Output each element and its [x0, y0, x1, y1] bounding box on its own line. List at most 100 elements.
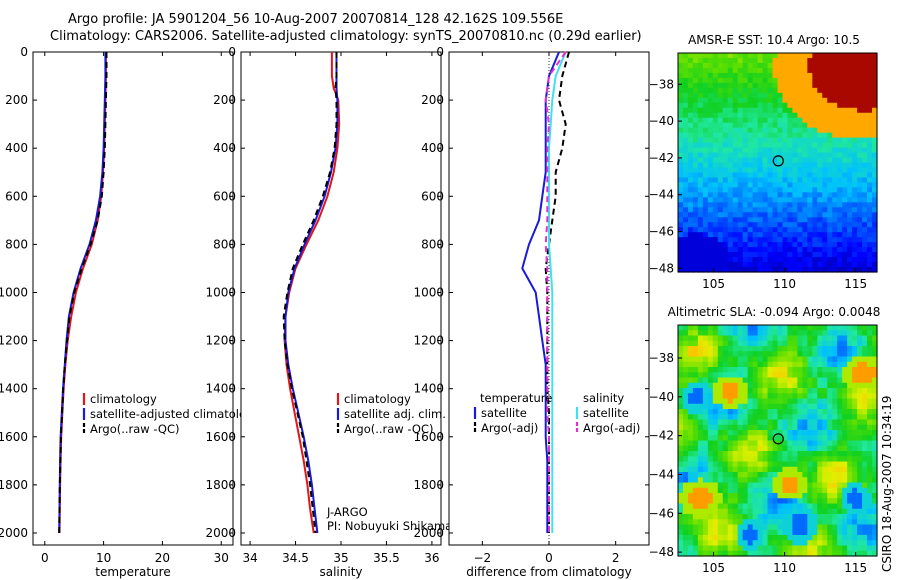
- y-tick-label: 1600: [0, 430, 28, 444]
- y-tick-label: 1000: [205, 285, 236, 299]
- legend-entry: climatology: [90, 392, 157, 406]
- map-frame: [677, 324, 878, 557]
- legend-entry: Argo(-adj): [481, 421, 538, 435]
- legend-entry: satellite: [583, 406, 629, 420]
- y-tick-label: 1800: [205, 478, 236, 492]
- y-tick-label: 200: [213, 93, 236, 107]
- y-tick-label: −40: [649, 390, 674, 404]
- series-line-blue: [521, 51, 560, 533]
- x-tick-label: −2: [473, 551, 491, 565]
- y-tick-label: 0: [436, 45, 444, 59]
- y-tick-label: 2000: [205, 526, 236, 540]
- y-tick-label: 1400: [0, 382, 28, 396]
- plot-frame: [240, 51, 442, 546]
- x-tick-label: 35: [333, 551, 348, 565]
- x-tick-label: 2: [612, 551, 620, 565]
- y-tick-label: −48: [649, 545, 674, 559]
- x-tick-label: 30: [214, 551, 229, 565]
- legend-title: salinity: [583, 391, 624, 405]
- y-tick-label: 1400: [205, 382, 236, 396]
- y-tick-label: 2000: [0, 526, 28, 540]
- y-tick-label: 1200: [413, 334, 444, 348]
- x-tick-label: 36: [424, 551, 439, 565]
- x-tick-label: 105: [702, 561, 725, 575]
- y-tick-label: 1400: [413, 382, 444, 396]
- y-tick-label: 1000: [0, 285, 28, 299]
- y-tick-label: 1800: [0, 478, 28, 492]
- map-title: AMSR-E SST: 10.4 Argo: 10.5: [688, 33, 860, 47]
- y-tick-label: −48: [649, 261, 674, 275]
- argo-float-marker: [772, 155, 784, 167]
- argo-float-marker: [772, 433, 784, 445]
- x-tick-label: 35.5: [373, 551, 400, 565]
- legend-entry: satellite adj. clim.: [344, 407, 446, 421]
- x-tick-label: 105: [702, 277, 725, 291]
- x-axis-label: difference from climatology: [466, 565, 632, 579]
- y-tick-label: 400: [5, 141, 28, 155]
- profile-panel-difference: 0 200 400 600 800 1000 1200 1400 1600 1800 2000 −2 0…: [413, 45, 650, 579]
- series-line-cyan: [548, 51, 567, 533]
- y-tick-label: 200: [5, 93, 28, 107]
- plot-frame: [32, 51, 234, 546]
- legend-entry: Argo(..raw -QC): [344, 422, 434, 436]
- map-field: [678, 53, 878, 273]
- x-tick-label: 110: [773, 561, 796, 575]
- legend-entry: climatology: [344, 392, 411, 406]
- map-title: Altimetric SLA: -0.094 Argo: 0.0048: [668, 305, 881, 319]
- y-tick-label: −38: [649, 351, 674, 365]
- y-tick-label: 800: [421, 237, 444, 251]
- y-tick-label: 200: [421, 93, 444, 107]
- legend-entry: satellite: [481, 406, 527, 420]
- y-tick-label: 2000: [413, 526, 444, 540]
- x-tick-label: 115: [844, 561, 867, 575]
- y-tick-label: 1200: [0, 334, 28, 348]
- legend-title: temperature: [480, 391, 552, 405]
- legend-entry: Argo(-adj): [583, 421, 640, 435]
- x-tick-label: 20: [155, 551, 170, 565]
- series-line-black: [282, 52, 338, 534]
- y-tick-label: −44: [649, 188, 674, 202]
- y-tick-label: 1800: [413, 478, 444, 492]
- map-panel-sst-map: 105 110 115 −38 −40 −42 −44 −46 −48 AMSR-E SST: 1…: [649, 33, 878, 291]
- map-field: [678, 325, 878, 557]
- y-tick-label: 600: [5, 189, 28, 203]
- y-tick-label: 0: [228, 45, 236, 59]
- annotation-text: PI: Nobuyuki Shikama: [327, 519, 452, 533]
- x-tick-label: 34: [242, 551, 257, 565]
- header-line-1: Argo profile: JA 5901204_56 10-Aug-2007 …: [68, 12, 564, 27]
- y-tick-label: 400: [213, 141, 236, 155]
- y-tick-label: 1600: [413, 430, 444, 444]
- x-tick-label: 0: [41, 551, 49, 565]
- y-tick-label: 1200: [205, 334, 236, 348]
- map-panel-sla-map: 105 110 115 −38 −40 −42 −44 −46 −48 Altimetric SL…: [649, 305, 881, 575]
- y-tick-label: 400: [421, 141, 444, 155]
- x-tick-label: 110: [773, 277, 796, 291]
- legend-entry: Argo(..raw -QC): [90, 422, 180, 436]
- y-tick-label: −46: [649, 225, 674, 239]
- annotation-text: J-ARGO: [326, 505, 368, 519]
- legend-entry: satellite-adjusted climatology: [90, 407, 260, 421]
- y-tick-label: −40: [649, 114, 674, 128]
- y-tick-label: 800: [5, 237, 28, 251]
- y-tick-label: 800: [213, 237, 236, 251]
- y-tick-label: 600: [421, 189, 444, 203]
- y-tick-label: −38: [649, 77, 674, 91]
- y-tick-label: −44: [649, 467, 674, 481]
- y-tick-label: 1000: [413, 285, 444, 299]
- y-tick-label: 600: [213, 189, 236, 203]
- x-tick-label: 115: [844, 277, 867, 291]
- y-tick-label: −46: [649, 506, 674, 520]
- series-line-black: [544, 51, 570, 533]
- x-tick-label: 10: [96, 551, 111, 565]
- x-tick-label: 34.5: [282, 551, 309, 565]
- y-tick-label: 1600: [205, 430, 236, 444]
- x-axis-label: temperature: [95, 565, 170, 579]
- series-line-magenta: [544, 51, 567, 533]
- y-tick-label: 0: [20, 45, 28, 59]
- series-line-black: [58, 52, 108, 534]
- header-line-2: Climatology: CARS2006. Satellite-adjuste…: [50, 29, 642, 44]
- y-tick-label: −42: [649, 429, 674, 443]
